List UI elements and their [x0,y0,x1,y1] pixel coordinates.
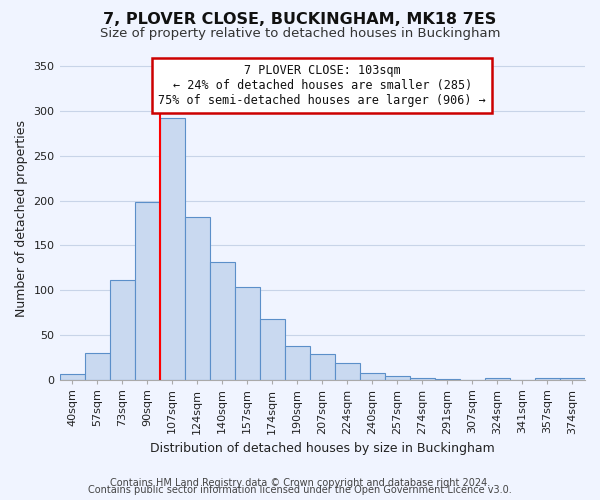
Text: Size of property relative to detached houses in Buckingham: Size of property relative to detached ho… [100,28,500,40]
Bar [310,354,335,380]
Text: 7 PLOVER CLOSE: 103sqm
← 24% of detached houses are smaller (285)
75% of semi-de: 7 PLOVER CLOSE: 103sqm ← 24% of detached… [158,64,486,107]
Bar [285,346,310,380]
Text: 7, PLOVER CLOSE, BUCKINGHAM, MK18 7ES: 7, PLOVER CLOSE, BUCKINGHAM, MK18 7ES [103,12,497,28]
Text: Contains public sector information licensed under the Open Government Licence v3: Contains public sector information licen… [88,485,512,495]
Bar [209,262,235,380]
Bar [185,216,209,380]
Bar [535,378,560,380]
Bar [235,288,260,380]
Bar [435,378,460,380]
X-axis label: Distribution of detached houses by size in Buckingham: Distribution of detached houses by size … [150,442,494,455]
Bar [485,378,510,380]
Bar [85,352,110,380]
Bar [160,118,185,380]
Bar [410,378,435,380]
Text: Contains HM Land Registry data © Crown copyright and database right 2024.: Contains HM Land Registry data © Crown c… [110,478,490,488]
Bar [335,362,360,380]
Bar [260,318,285,380]
Bar [59,374,85,380]
Bar [560,378,585,380]
Bar [385,376,410,380]
Y-axis label: Number of detached properties: Number of detached properties [15,120,28,317]
Bar [110,280,134,380]
Bar [360,374,385,380]
Bar [134,202,160,380]
